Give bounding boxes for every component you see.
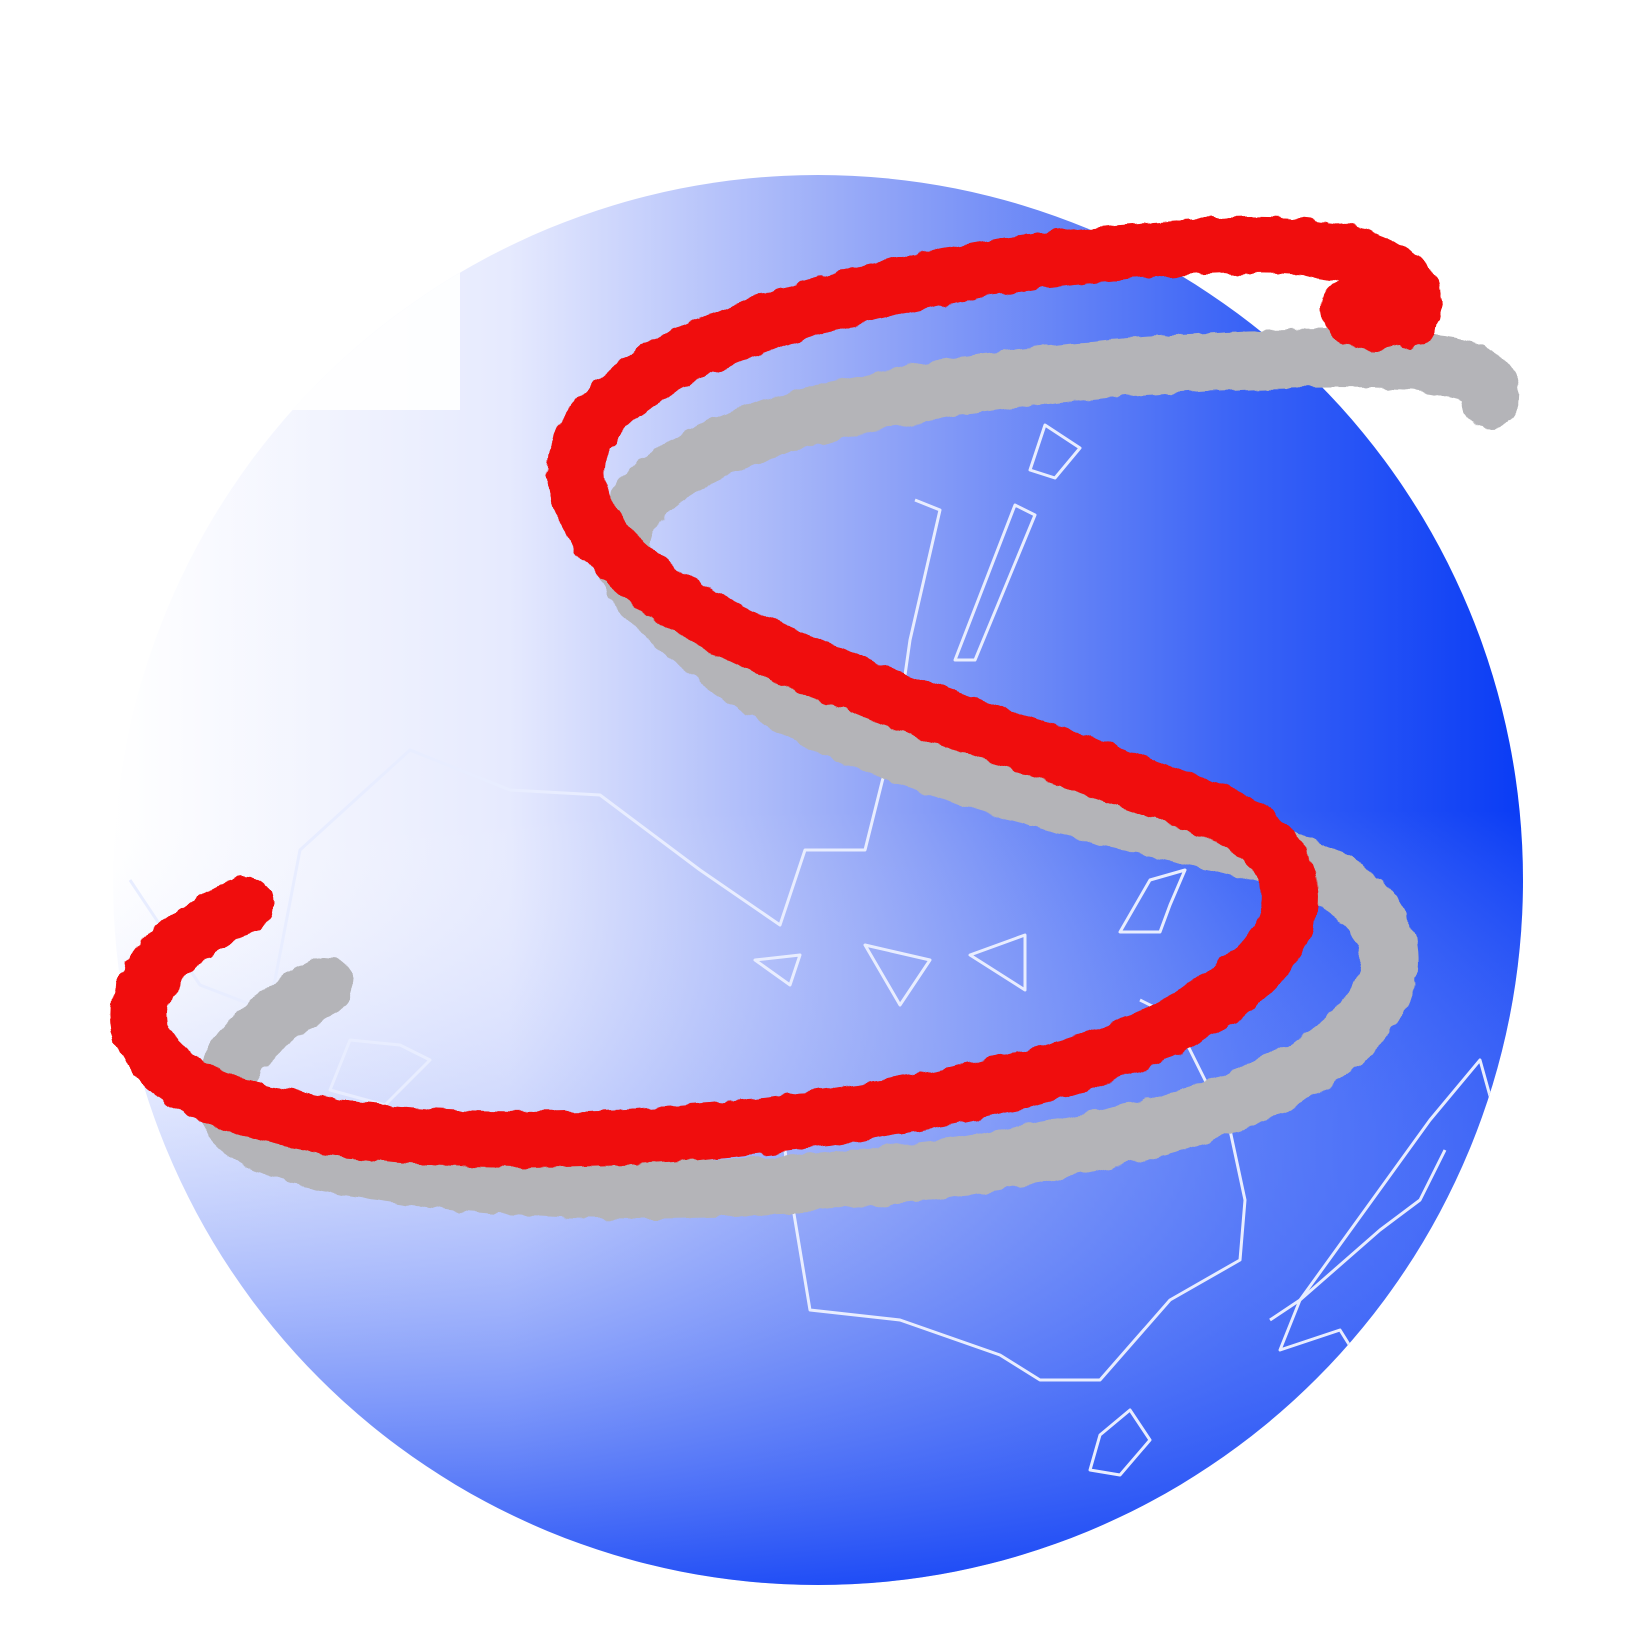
swirl-shadow — [195, 329, 1520, 1219]
swirl-red — [110, 216, 1442, 1168]
globe — [113, 175, 1523, 1585]
